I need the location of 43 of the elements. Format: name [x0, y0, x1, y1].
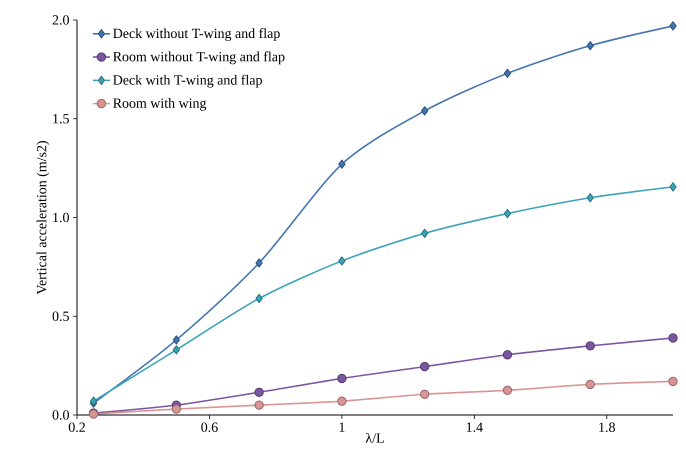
point — [421, 228, 428, 238]
legend-label: Deck with T-wing and flap — [113, 74, 262, 88]
point — [337, 374, 347, 384]
point — [586, 341, 595, 351]
point — [586, 193, 594, 202]
y-tick-label: 0.0 — [52, 410, 69, 420]
point — [502, 386, 512, 395]
point — [172, 335, 180, 345]
point — [254, 388, 264, 397]
point — [420, 390, 430, 399]
point — [502, 350, 512, 360]
legend-label: Room with wing — [113, 98, 206, 111]
point — [172, 404, 182, 414]
point — [586, 380, 595, 390]
point — [669, 182, 677, 192]
point — [338, 256, 346, 266]
x-tick-label: 1 — [340, 422, 345, 432]
y-tick-label: 0.5 — [52, 312, 69, 321]
y-tick-label: 1.0 — [53, 212, 69, 222]
point — [669, 21, 677, 31]
point — [420, 362, 430, 372]
point — [337, 396, 347, 406]
x-axis-title: λ/L — [366, 432, 384, 443]
legend-label: Deck without T-wing and flap — [113, 28, 280, 41]
y-axis-title: Vertical acceleration (m/s2) — [36, 141, 50, 294]
point — [255, 294, 263, 304]
y-tick-label: 2.0 — [52, 15, 69, 25]
point — [504, 68, 512, 78]
point — [254, 400, 264, 410]
point — [668, 376, 678, 386]
y-tick-label: 1.5 — [53, 114, 69, 124]
x-tick-label: 0.6 — [201, 422, 218, 432]
x-tick-label: 0.2 — [68, 422, 85, 432]
x-tick-label: 1.4 — [466, 422, 483, 432]
point — [504, 208, 512, 218]
legend-label: Room without T-wing and flap — [113, 51, 284, 64]
point — [668, 333, 678, 343]
point — [255, 258, 263, 268]
point — [172, 345, 180, 355]
x-tick-label: 1.8 — [599, 422, 615, 432]
point — [586, 40, 594, 50]
point — [338, 159, 346, 169]
point — [421, 106, 428, 116]
